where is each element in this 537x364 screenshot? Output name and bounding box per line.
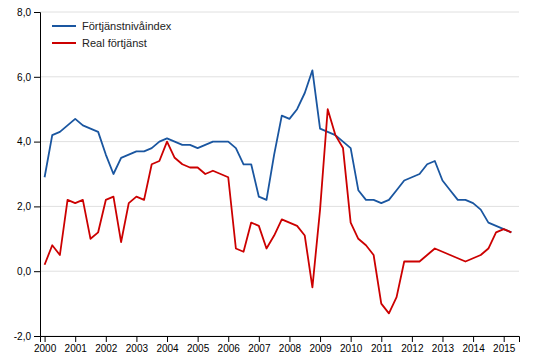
x-tick-label: 2014 [462, 343, 485, 354]
legend-swatch [52, 25, 76, 27]
y-tick: -2,0 [14, 331, 40, 342]
x-tick: 2006 [218, 336, 241, 354]
x-tick-label: 2009 [309, 343, 332, 354]
x-tick-mark [320, 336, 321, 342]
y-tick: 6,0 [17, 72, 40, 83]
y-tick-mark [34, 271, 40, 272]
grid-line [40, 141, 519, 142]
x-tick-mark [504, 336, 505, 342]
x-tick: 2003 [126, 336, 149, 354]
x-tick: 2011 [371, 336, 393, 354]
y-tick: 2,0 [17, 201, 40, 212]
x-tick-label: 2008 [279, 343, 302, 354]
x-tick: 2004 [156, 336, 179, 354]
x-tick-mark [228, 336, 229, 342]
x-tick-mark [136, 336, 137, 342]
x-tick-label: 2001 [65, 343, 88, 354]
legend: Förtjänstnivåindex Real förtjänst [52, 20, 172, 49]
x-tick-mark [381, 336, 382, 342]
x-tick-label: 2015 [493, 343, 516, 354]
x-tick-mark [473, 336, 474, 342]
y-tick-label: 8,0 [17, 7, 31, 18]
legend-item: Förtjänstnivåindex [52, 20, 172, 32]
x-tick: 2010 [340, 336, 363, 354]
x-tick-mark [167, 336, 168, 342]
y-tick-label: -2,0 [14, 331, 32, 342]
x-axis: 2000 2001 2002 2003 2004 2005 2006 2007 2008 2009… [34, 336, 520, 354]
grid-line [40, 76, 519, 77]
x-tick-label: 2011 [371, 343, 393, 354]
y-tick: 4,0 [17, 136, 40, 147]
y-axis: -2,0 0,0 2,0 4,0 6,0 8,0 [14, 7, 41, 342]
y-tick-mark [34, 206, 40, 207]
x-tick-mark [106, 336, 107, 342]
x-tick-mark [351, 336, 352, 342]
x-tick: 2015 [493, 336, 516, 354]
legend-label: Real förtjänst [82, 37, 147, 49]
series-group [45, 70, 512, 313]
grid-line [40, 271, 519, 272]
x-tick-mark [198, 336, 199, 342]
grid-line [40, 12, 519, 13]
y-tick: 8,0 [17, 7, 40, 18]
chart: 2000 2001 2002 2003 2004 2005 2006 2007 2008 2009… [0, 0, 537, 364]
x-tick: 2014 [462, 336, 485, 354]
x-tick: 2007 [248, 336, 271, 354]
x-tick: 2001 [65, 336, 88, 354]
y-tick-label: 0,0 [17, 266, 31, 277]
y-tick: 0,0 [17, 266, 40, 277]
y-tick-label: 2,0 [17, 201, 31, 212]
x-tick-label: 2003 [126, 343, 149, 354]
x-tick-label: 2004 [156, 343, 179, 354]
x-tick-mark [45, 336, 46, 342]
x-tick-label: 2002 [95, 343, 118, 354]
x-tick: 2005 [187, 336, 210, 354]
legend-swatch [52, 42, 76, 44]
legend-label: Förtjänstnivåindex [82, 20, 172, 32]
grid-line [40, 206, 519, 207]
x-tick-mark [75, 336, 76, 342]
x-axis-line [41, 337, 520, 343]
x-tick-label: 2012 [401, 343, 424, 354]
y-tick-label: 6,0 [17, 72, 31, 83]
series-line [45, 109, 512, 313]
y-tick-mark [34, 12, 40, 13]
x-tick-mark [259, 336, 260, 342]
x-tick-label: 2010 [340, 343, 363, 354]
x-tick-label: 2006 [218, 343, 241, 354]
x-tick-mark [442, 336, 443, 342]
x-tick-label: 2000 [34, 343, 57, 354]
x-tick-mark [412, 336, 413, 342]
plot-area: 2000 2001 2002 2003 2004 2005 2006 2007 2008 2009… [14, 7, 520, 354]
x-tick: 2013 [432, 336, 455, 354]
legend-item: Real förtjänst [52, 37, 147, 49]
y-tick-label: 4,0 [17, 136, 31, 147]
x-tick: 2002 [95, 336, 118, 354]
x-tick-label: 2013 [432, 343, 455, 354]
x-tick: 2000 [34, 336, 57, 354]
y-axis-line [34, 13, 41, 337]
x-tick: 2008 [279, 336, 302, 354]
y-tick-mark [34, 77, 40, 78]
x-tick: 2012 [401, 336, 424, 354]
y-tick-mark [34, 142, 40, 143]
x-tick-label: 2007 [248, 343, 271, 354]
x-tick: 2009 [309, 336, 332, 354]
x-tick-mark [289, 336, 290, 342]
grid [40, 12, 519, 336]
x-tick-label: 2005 [187, 343, 210, 354]
y-tick-mark [34, 336, 40, 337]
